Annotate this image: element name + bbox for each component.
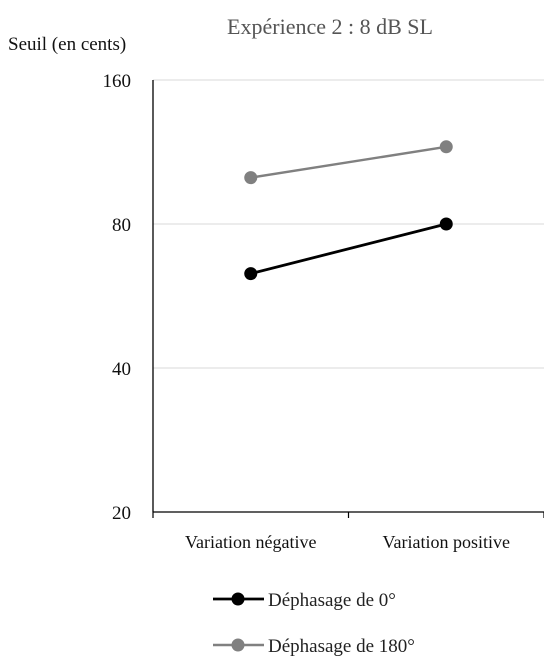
x-category-labels: Variation négative Variation positive [185, 532, 510, 552]
gridlines [153, 79, 544, 369]
y-axis-label: Seuil (en cents) [8, 34, 126, 55]
y-tick-label: 80 [112, 215, 131, 236]
data-point [244, 267, 258, 281]
data-series [244, 140, 453, 281]
series-line [250, 145, 447, 179]
axes [152, 80, 544, 518]
data-point [439, 140, 453, 154]
series-line [250, 222, 447, 275]
legend-marker [231, 592, 245, 606]
chart-title: Expérience 2 : 8 dB SL [227, 14, 433, 39]
legend-item: Déphasage de 0° [213, 590, 396, 611]
series-0 [244, 217, 453, 281]
series-1 [244, 140, 453, 185]
y-tick-labels: 20 40 80 160 [103, 71, 132, 524]
legend-label: Déphasage de 180° [268, 636, 415, 657]
y-tick-label: 40 [112, 359, 131, 380]
x-category-label: Variation positive [383, 532, 510, 552]
y-tick-label: 20 [112, 503, 131, 524]
legend-marker [231, 638, 245, 652]
x-category-label: Variation négative [185, 532, 316, 552]
data-point [244, 171, 258, 185]
data-point [439, 217, 453, 231]
legend-label: Déphasage de 0° [268, 590, 396, 611]
legend-item: Déphasage de 180° [213, 636, 415, 657]
legend: Déphasage de 0° Déphasage de 180° [213, 590, 415, 657]
y-tick-label: 160 [103, 71, 132, 92]
